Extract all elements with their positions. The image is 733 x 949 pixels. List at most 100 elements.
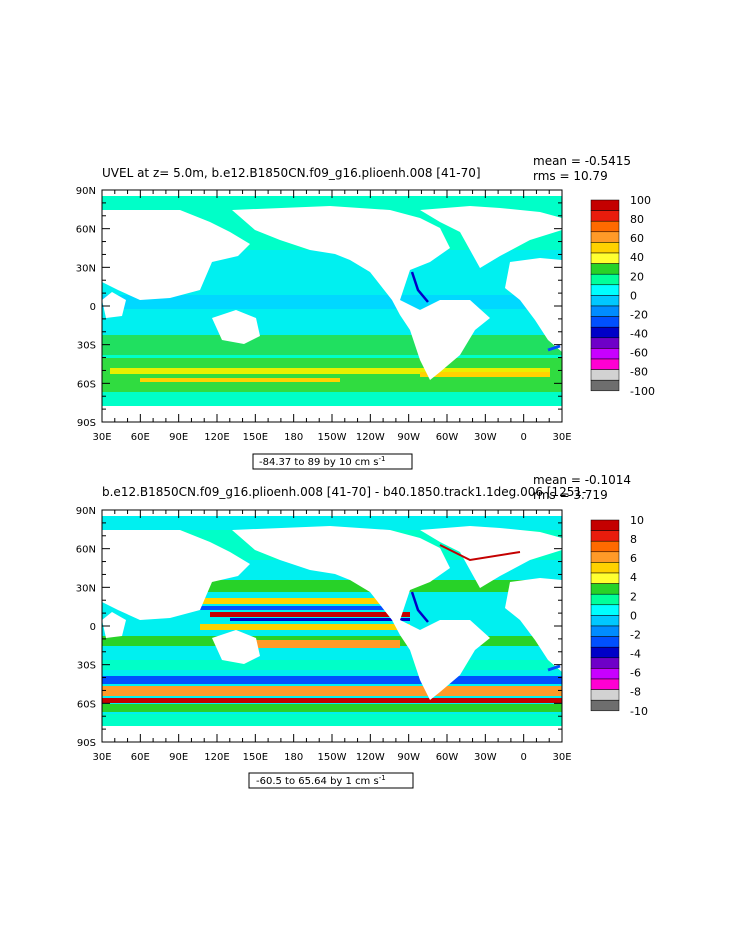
colorbar-swatch bbox=[590, 231, 620, 243]
panel-1: UVEL at z= 5.0m, b.e12.B1850CN.f09_g16.p… bbox=[76, 154, 655, 470]
rms-label: rms = 3.719 bbox=[533, 488, 608, 502]
x-tick-label: 90E bbox=[169, 432, 188, 443]
colorbar-label: -20 bbox=[630, 308, 648, 321]
y-tick-label: 60S bbox=[77, 379, 96, 390]
colorbar-label: 20 bbox=[630, 270, 644, 283]
colorbar-swatch bbox=[590, 295, 620, 307]
y-tick-label: 0 bbox=[90, 622, 96, 633]
americas-shape bbox=[232, 526, 490, 700]
map-field bbox=[102, 190, 562, 422]
colorbar-swatch bbox=[590, 220, 620, 233]
x-tick-label: 120E bbox=[204, 752, 229, 763]
colorbar-label: -80 bbox=[630, 366, 648, 379]
mean-label: mean = -0.1014 bbox=[533, 473, 631, 487]
x-tick-label: 180 bbox=[284, 752, 303, 763]
colorbar-label: 8 bbox=[630, 533, 637, 546]
colorbar-swatch bbox=[590, 348, 620, 360]
colorbar-swatch bbox=[590, 572, 620, 584]
colorbar-swatch bbox=[590, 699, 620, 712]
x-tick-label: 90E bbox=[169, 752, 188, 763]
x-tick-label: 120E bbox=[204, 432, 229, 443]
colorbar-label: 0 bbox=[630, 289, 637, 302]
colorbar-label: 40 bbox=[630, 251, 644, 264]
colorbar-swatch bbox=[590, 540, 620, 553]
y-axis-labels: 90N 60N 30N 0 30S 60S 90S bbox=[76, 186, 96, 429]
mean-label: mean = -0.5415 bbox=[533, 154, 631, 168]
y-axis-labels: 90N 60N 30N 0 30S 60S 90S bbox=[76, 506, 96, 749]
x-tick-label: 60W bbox=[436, 752, 459, 763]
x-tick-label: 90W bbox=[397, 752, 420, 763]
colorbar-swatch bbox=[590, 369, 620, 381]
colorbar-swatch bbox=[590, 551, 620, 563]
colorbar: 10 8 6 4 2 0 -2 -4 -6 -8 -10 bbox=[590, 514, 648, 718]
y-tick-label: 90N bbox=[76, 186, 96, 197]
colorbar-label: 4 bbox=[630, 571, 637, 584]
rms-label: rms = 10.79 bbox=[533, 169, 608, 183]
australia-shape bbox=[212, 310, 260, 344]
panel-2: b.e12.B1850CN.f09_g16.plioenh.008 [41-70… bbox=[76, 473, 648, 789]
x-tick-label: 30W bbox=[474, 752, 497, 763]
colorbar-swatch bbox=[590, 263, 620, 275]
x-tick-label: 30E bbox=[92, 432, 111, 443]
range-box bbox=[248, 772, 414, 789]
colorbar-label: 0 bbox=[630, 609, 637, 622]
colorbar-swatch bbox=[590, 530, 620, 542]
colorbar-swatch bbox=[590, 668, 620, 680]
colorbar-swatch bbox=[590, 305, 620, 317]
colorbar-label: 10 bbox=[630, 514, 644, 527]
colorbar-label: -60 bbox=[630, 347, 648, 360]
x-tick-label: 30E bbox=[552, 432, 571, 443]
colorbar-swatch bbox=[590, 657, 620, 669]
colorbar-swatch bbox=[590, 678, 620, 690]
x-tick-label: 150W bbox=[318, 432, 347, 443]
colorbar-label: 80 bbox=[630, 213, 644, 226]
y-tick-label: 30S bbox=[77, 661, 96, 672]
colorbar-swatch bbox=[590, 252, 620, 264]
x-tick-label: 120W bbox=[356, 752, 385, 763]
colorbar-label: 60 bbox=[630, 232, 644, 245]
x-axis-labels: 30E 60E 90E 120E 150E 180 150W 120W 90W 60W 30W 0 30… bbox=[92, 752, 571, 763]
panel-title: UVEL at z= 5.0m, b.e12.B1850CN.f09_g16.p… bbox=[102, 166, 481, 180]
x-tick-label: 150E bbox=[243, 432, 268, 443]
map-field bbox=[102, 510, 562, 742]
colorbar-swatch bbox=[590, 316, 620, 328]
range-label: -84.37 to 89 by 10 cm s-1 bbox=[259, 455, 386, 468]
colorbar-swatch bbox=[590, 519, 620, 531]
colorbar-swatch bbox=[590, 593, 620, 606]
colorbar-label: -4 bbox=[630, 648, 641, 661]
x-tick-label: 120W bbox=[356, 432, 385, 443]
colorbar-label: -100 bbox=[630, 385, 655, 398]
colorbar-swatch bbox=[590, 284, 620, 296]
x-tick-label: 30E bbox=[552, 752, 571, 763]
colorbar: 100 80 60 40 20 0 -20 -40 -60 -80 -100 bbox=[590, 194, 655, 398]
y-tick-label: 90S bbox=[77, 418, 96, 429]
africa-shape bbox=[505, 578, 562, 672]
colorbar-label: -8 bbox=[630, 686, 641, 699]
y-tick-label: 30S bbox=[77, 341, 96, 352]
x-tick-label: 60E bbox=[131, 432, 150, 443]
colorbar-swatch bbox=[590, 358, 620, 370]
colorbar-label: 100 bbox=[630, 194, 651, 207]
colorbar-swatch bbox=[590, 615, 620, 627]
x-axis-labels: 30E 60E 90E 120E 150E 180 150W 120W 90W 60W 30W 0 30… bbox=[92, 432, 571, 443]
x-tick-label: 150W bbox=[318, 752, 347, 763]
colorbar-label: 2 bbox=[630, 590, 637, 603]
x-tick-label: 90W bbox=[397, 432, 420, 443]
y-tick-label: 60S bbox=[77, 699, 96, 710]
y-tick-label: 30N bbox=[76, 583, 96, 594]
y-tick-label: 60N bbox=[76, 545, 96, 556]
y-tick-label: 0 bbox=[90, 302, 96, 313]
x-tick-label: 0 bbox=[520, 752, 526, 763]
colorbar-swatch bbox=[590, 199, 620, 211]
x-tick-label: 150E bbox=[243, 752, 268, 763]
colorbar-swatch bbox=[590, 379, 620, 392]
x-tick-label: 180 bbox=[284, 432, 303, 443]
x-tick-label: 0 bbox=[520, 432, 526, 443]
panel-title: b.e12.B1850CN.f09_g16.plioenh.008 [41-70… bbox=[102, 485, 586, 499]
range-label: -60.5 to 65.64 by 1 cm s-1 bbox=[256, 774, 386, 787]
colorbar-label: 6 bbox=[630, 552, 637, 565]
colorbar-swatch bbox=[590, 689, 620, 701]
africa-shape bbox=[505, 258, 562, 352]
colorbar-swatch bbox=[590, 337, 620, 349]
